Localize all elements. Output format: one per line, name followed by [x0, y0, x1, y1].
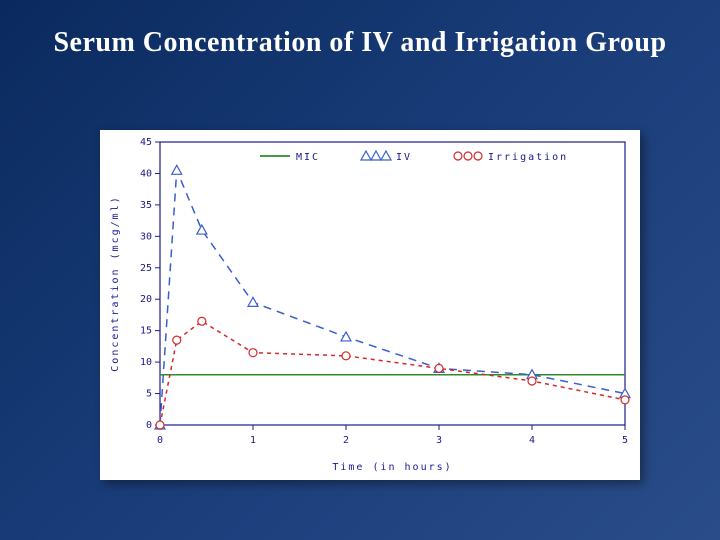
marker-triangle — [341, 332, 351, 341]
y-tick-label: 45 — [140, 137, 152, 148]
y-tick-label: 15 — [140, 326, 152, 337]
slide-title: Serum Concentration of IV and Irrigation… — [0, 0, 720, 60]
y-tick-label: 20 — [140, 294, 152, 305]
x-tick-label: 1 — [250, 435, 256, 446]
marker-triangle — [197, 225, 207, 234]
line-chart: 051015202530354045012345Time (in hours)C… — [100, 130, 640, 480]
x-axis-label: Time (in hours) — [332, 462, 452, 473]
y-tick-label: 25 — [140, 263, 152, 274]
y-tick-label: 0 — [146, 420, 152, 431]
y-tick-label: 30 — [140, 231, 152, 242]
legend-swatch-circle — [464, 152, 472, 160]
marker-triangle — [248, 297, 258, 306]
legend-swatch-triangle — [381, 151, 391, 160]
y-tick-label: 40 — [140, 168, 152, 179]
series-irrigation — [160, 321, 625, 425]
legend-swatch-triangle — [361, 151, 371, 160]
marker-circle — [173, 336, 181, 344]
legend-swatch-circle — [474, 152, 482, 160]
marker-circle — [342, 352, 350, 360]
marker-circle — [156, 421, 164, 429]
x-tick-label: 0 — [157, 435, 163, 446]
x-tick-label: 4 — [529, 435, 535, 446]
y-tick-label: 10 — [140, 357, 152, 368]
x-tick-label: 2 — [343, 435, 349, 446]
chart-container: 051015202530354045012345Time (in hours)C… — [100, 130, 640, 480]
y-tick-label: 5 — [146, 389, 152, 400]
series-iv — [160, 170, 625, 425]
plot-border — [160, 142, 625, 425]
legend-swatch-triangle — [371, 151, 381, 160]
legend-label: MIC — [296, 152, 320, 163]
x-tick-label: 5 — [622, 435, 628, 446]
legend-label: IV — [396, 152, 412, 163]
marker-circle — [528, 377, 536, 385]
marker-circle — [249, 349, 257, 357]
slide: Serum Concentration of IV and Irrigation… — [0, 0, 720, 540]
marker-circle — [435, 364, 443, 372]
x-tick-label: 3 — [436, 435, 442, 446]
y-axis-label: Concentration (mcg/ml) — [110, 195, 121, 371]
marker-circle — [198, 317, 206, 325]
marker-circle — [621, 396, 629, 404]
y-tick-label: 35 — [140, 200, 152, 211]
legend-label: Irrigation — [488, 152, 568, 163]
legend-swatch-circle — [454, 152, 462, 160]
marker-triangle — [172, 165, 182, 174]
